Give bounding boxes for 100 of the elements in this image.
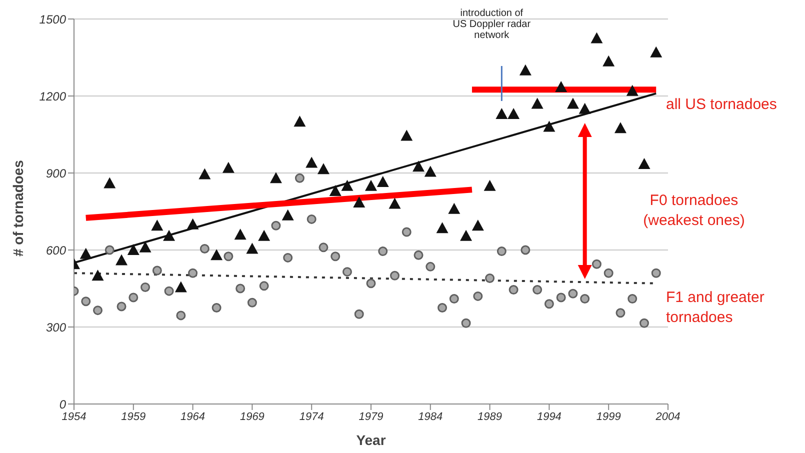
point bbox=[104, 177, 116, 188]
point bbox=[638, 158, 650, 170]
x-axis-title: Year bbox=[356, 432, 386, 448]
point bbox=[151, 220, 164, 231]
y-tick-label: 1200 bbox=[39, 89, 66, 104]
y-axis-title: # of tornadoes bbox=[10, 160, 26, 256]
point bbox=[210, 249, 223, 260]
point bbox=[604, 268, 614, 278]
point bbox=[200, 244, 210, 254]
point bbox=[555, 81, 568, 92]
point bbox=[531, 98, 544, 109]
point bbox=[294, 116, 306, 127]
point bbox=[402, 227, 412, 237]
point bbox=[556, 292, 566, 302]
point bbox=[388, 198, 401, 209]
point bbox=[602, 55, 615, 66]
x-tick-label: 1974 bbox=[299, 410, 324, 423]
point bbox=[271, 220, 281, 230]
annotation: introduction of US Doppler radar network bbox=[452, 8, 532, 41]
point bbox=[390, 270, 400, 280]
point bbox=[473, 291, 483, 301]
point bbox=[496, 246, 506, 256]
point bbox=[140, 282, 150, 292]
y-tick-label: 0 bbox=[59, 397, 66, 412]
annotation: F0 tornadoes (weakest ones) bbox=[643, 192, 745, 229]
point bbox=[543, 120, 556, 132]
point bbox=[306, 214, 316, 224]
point bbox=[198, 168, 211, 180]
point bbox=[566, 98, 579, 109]
point bbox=[532, 285, 542, 295]
point bbox=[376, 176, 389, 187]
point bbox=[580, 294, 590, 304]
point bbox=[424, 166, 436, 177]
point bbox=[258, 230, 270, 241]
point bbox=[460, 230, 472, 241]
x-tick-label: 2004 bbox=[654, 410, 680, 423]
x-tick-label: 1999 bbox=[596, 410, 621, 423]
point bbox=[282, 209, 294, 220]
point bbox=[484, 180, 496, 191]
point bbox=[329, 184, 342, 196]
point bbox=[508, 108, 520, 119]
point bbox=[438, 303, 448, 312]
point bbox=[412, 160, 425, 172]
point bbox=[212, 303, 222, 312]
point bbox=[222, 162, 234, 173]
point bbox=[461, 318, 471, 328]
point bbox=[639, 318, 649, 328]
x-tick-label: 1994 bbox=[536, 410, 562, 423]
point bbox=[81, 296, 91, 306]
point bbox=[578, 102, 591, 114]
point bbox=[519, 64, 532, 76]
point bbox=[93, 306, 103, 316]
point bbox=[317, 163, 330, 174]
annotation: all US tornadoes bbox=[666, 96, 777, 113]
point bbox=[520, 245, 530, 255]
point bbox=[283, 252, 293, 262]
point bbox=[128, 292, 138, 302]
point bbox=[414, 250, 424, 260]
point bbox=[426, 262, 436, 272]
x-tick-label: 1984 bbox=[418, 410, 443, 423]
x-tick-label: 1954 bbox=[62, 410, 86, 423]
x-tick-label: 1959 bbox=[121, 410, 146, 423]
point bbox=[188, 268, 198, 278]
point bbox=[318, 242, 328, 252]
point bbox=[544, 299, 554, 309]
x-tick-label: 1969 bbox=[240, 410, 264, 423]
point bbox=[400, 130, 413, 141]
point bbox=[366, 278, 376, 288]
point bbox=[353, 196, 366, 208]
point bbox=[378, 246, 388, 256]
x-tick-label: 1964 bbox=[180, 410, 206, 423]
point bbox=[236, 284, 246, 294]
point bbox=[436, 222, 448, 234]
y-tick-label: 600 bbox=[46, 243, 66, 258]
y-tick-label: 900 bbox=[46, 166, 66, 180]
point bbox=[342, 267, 352, 277]
point bbox=[247, 298, 257, 308]
annotation: F1 and greater tornadoes bbox=[666, 289, 764, 326]
point bbox=[176, 310, 186, 320]
point bbox=[330, 252, 340, 262]
x-tick-label: 1979 bbox=[358, 410, 384, 423]
point bbox=[614, 122, 626, 134]
point bbox=[449, 294, 459, 304]
point bbox=[164, 286, 174, 296]
point bbox=[365, 180, 377, 191]
point bbox=[496, 108, 508, 119]
point bbox=[259, 281, 269, 291]
point bbox=[127, 244, 140, 255]
point bbox=[80, 248, 92, 259]
y-tick-label: 1500 bbox=[39, 12, 66, 26]
point bbox=[163, 230, 176, 241]
point bbox=[294, 173, 304, 183]
point bbox=[234, 228, 246, 240]
point bbox=[508, 285, 518, 295]
point bbox=[485, 273, 495, 283]
point bbox=[116, 254, 128, 266]
point bbox=[354, 309, 364, 319]
point bbox=[246, 242, 258, 254]
point bbox=[116, 302, 126, 312]
point bbox=[568, 288, 578, 298]
